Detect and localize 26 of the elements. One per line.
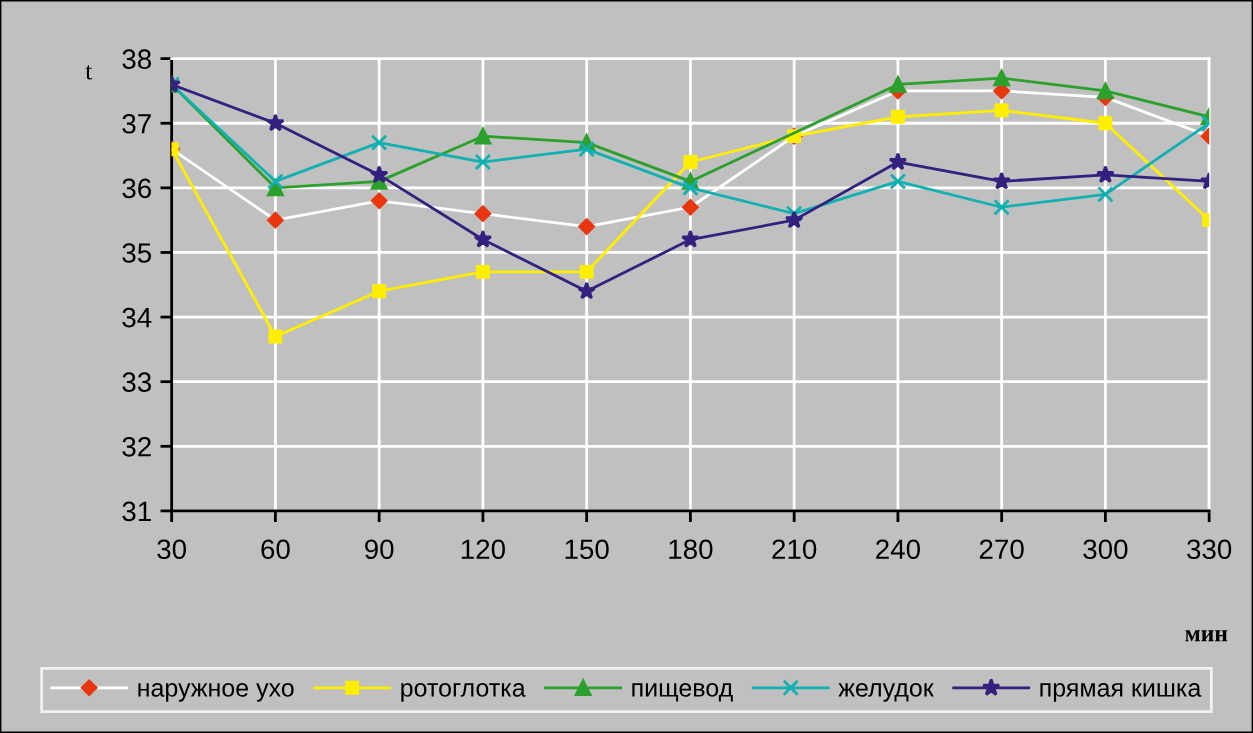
- y-tick-label: 35: [122, 243, 152, 263]
- legend-label: прямая кишка: [1040, 683, 1202, 702]
- x-tick-label: 330: [1187, 539, 1232, 560]
- x-tick-label: 240: [876, 539, 920, 560]
- legend-label: ротоглотка: [401, 683, 526, 702]
- x-tick-label: 300: [1083, 539, 1128, 560]
- x-tick-label: 150: [565, 539, 609, 560]
- x-axis-title: мин: [1185, 630, 1228, 642]
- y-tick-label: 37: [122, 113, 151, 134]
- x-tick-label: 210: [772, 539, 817, 560]
- x-tick-label: 30: [157, 539, 187, 560]
- legend-label: желудок: [838, 683, 934, 702]
- y-tick-label: 33: [122, 372, 151, 393]
- x-tick-label: 270: [979, 539, 1024, 560]
- y-tick-label: 36: [122, 178, 151, 199]
- y-tick-label: 32: [122, 436, 151, 457]
- y-tick-label: 31: [122, 501, 151, 522]
- x-tick-label: 90: [365, 539, 394, 560]
- x-tick-label: 120: [461, 539, 505, 560]
- y-tick-label: 38: [122, 49, 152, 69]
- x-tick-label: 60: [261, 539, 290, 560]
- y-axis-title: t: [85, 65, 92, 80]
- legend-label: наружное ухо: [138, 683, 294, 702]
- y-tick-label: 34: [122, 307, 152, 328]
- x-tick-label: 180: [669, 539, 713, 560]
- legend-label: пищевод: [632, 683, 733, 702]
